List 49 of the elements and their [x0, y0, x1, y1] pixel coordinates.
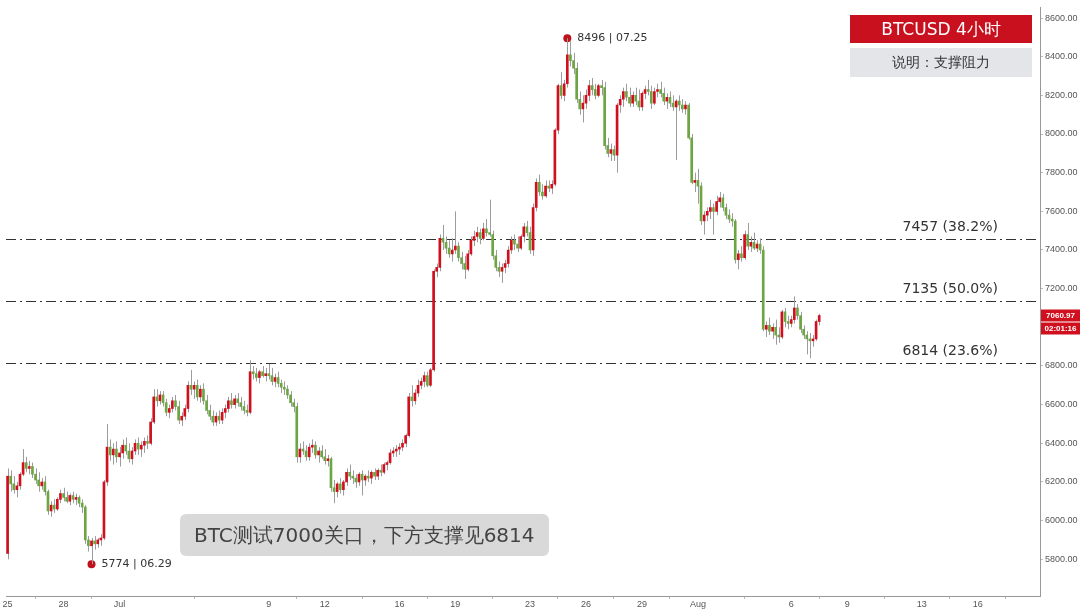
candlestick: [111, 442, 115, 466]
x-tick-label: 9: [266, 598, 272, 609]
annotation: 8496 | 07.25: [577, 30, 648, 44]
y-tick-label: 8200.00: [1045, 89, 1078, 100]
candlestick: [108, 438, 112, 462]
x-tick-label: 23: [524, 598, 535, 609]
ref-line-label: 7135 (50.0%): [902, 279, 998, 296]
candlestick: [9, 469, 12, 493]
candlestick: [712, 203, 715, 236]
x-tick-label: 29: [636, 598, 647, 609]
y-tick-label: 6800.00: [1045, 360, 1078, 371]
annotation: 7060.97: [1046, 311, 1076, 321]
candlestick: [115, 440, 118, 464]
candlestick: [628, 87, 631, 108]
y-tick-label: 7200.00: [1045, 283, 1078, 294]
candlestick: [37, 471, 40, 493]
y-tick-label: 7600.00: [1045, 205, 1078, 216]
y-tick-label: 6600.00: [1045, 399, 1078, 410]
x-tick-label: 19: [450, 598, 461, 609]
x-tick-label: 13: [916, 598, 927, 609]
candlestick: [538, 174, 541, 197]
x-tick-label: Aug: [689, 598, 706, 609]
ref-line-label: 6814 (23.6%): [902, 341, 998, 358]
candlestick: [569, 40, 572, 67]
candlestick: [693, 172, 697, 193]
x-tick-label: 6: [788, 598, 794, 609]
x-tick-label: 9: [844, 598, 850, 609]
candlestick: [463, 255, 467, 280]
ref-line-label: 7457 (38.2%): [902, 217, 998, 234]
candlestick: [737, 249, 740, 270]
y-tick-label: 6200.00: [1045, 476, 1078, 487]
y-tick-label: 7800.00: [1045, 167, 1078, 178]
y-tick-label: 7400.00: [1045, 244, 1078, 255]
y-tick-label: 6400.00: [1045, 437, 1078, 448]
y-tick-label: 5800.00: [1045, 553, 1078, 564]
y-tick-label: 8400.00: [1045, 51, 1078, 62]
x-tick-label: 26: [580, 598, 591, 609]
annotation: 5774 | 06.29: [101, 557, 172, 571]
text: 02:01:16: [1044, 324, 1078, 334]
y-tick-label: 8000.00: [1045, 128, 1078, 139]
x-tick-label: 12: [319, 598, 330, 609]
x-tick-label: 16: [394, 598, 405, 609]
x-tick-label: 25: [2, 598, 13, 609]
y-tick-label: 6000.00: [1045, 515, 1078, 526]
y-tick-label: 8600.00: [1045, 12, 1078, 23]
x-tick-label: 16: [972, 598, 983, 609]
x-tick-label: 28: [58, 598, 69, 609]
x-tick-label: Jul: [113, 598, 126, 609]
candlestick: [118, 446, 121, 467]
